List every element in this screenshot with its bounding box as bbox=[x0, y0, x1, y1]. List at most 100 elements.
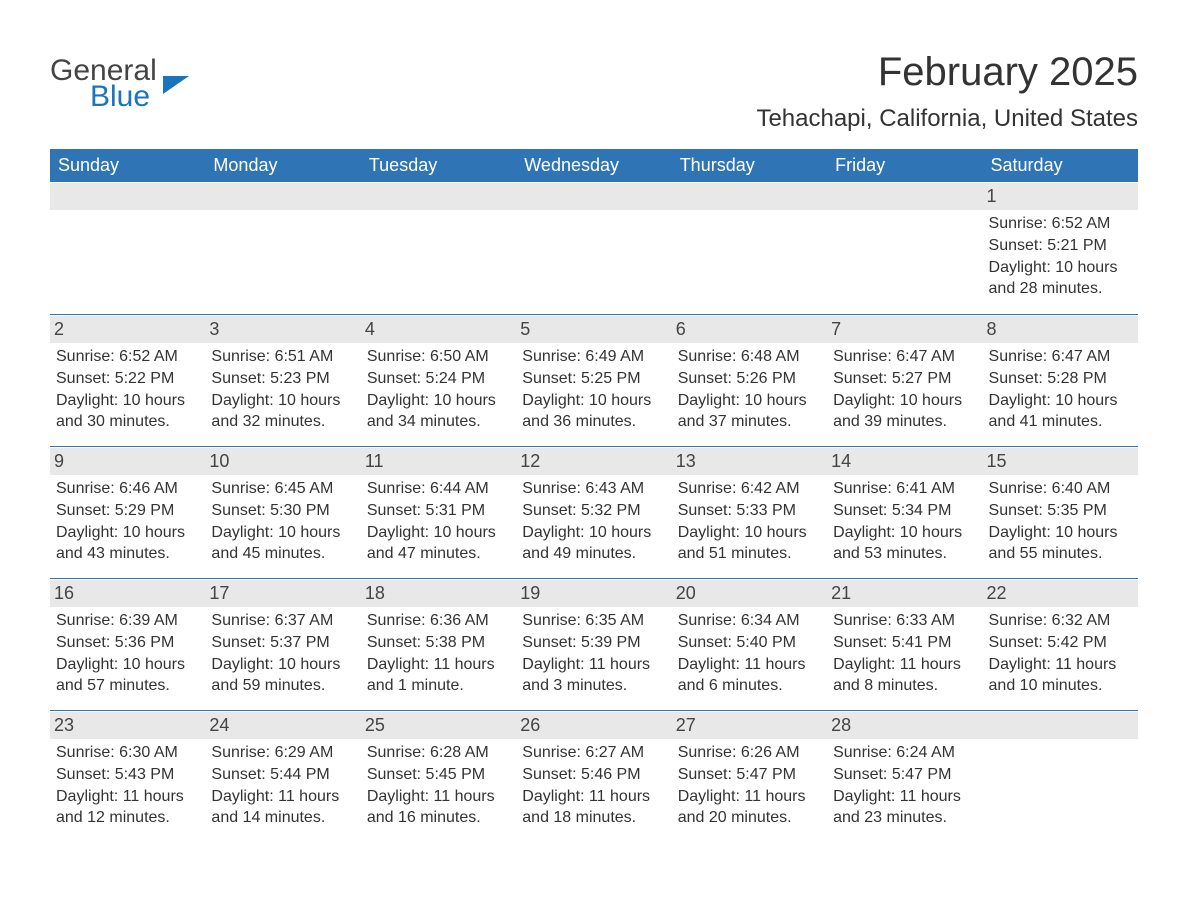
day-info: Sunrise: 6:40 AMSunset: 5:35 PMDaylight:… bbox=[989, 479, 1132, 564]
day-number: 27 bbox=[672, 712, 827, 739]
sunrise-line: Sunrise: 6:41 AM bbox=[833, 479, 976, 500]
sunset-line: Sunset: 5:24 PM bbox=[367, 369, 510, 390]
day-cell: . bbox=[361, 182, 516, 314]
day-info: Sunrise: 6:39 AMSunset: 5:36 PMDaylight:… bbox=[56, 611, 199, 696]
weekday-header: Wednesday bbox=[516, 149, 671, 182]
sunrise-line: Sunrise: 6:29 AM bbox=[211, 743, 354, 764]
day-info: Sunrise: 6:44 AMSunset: 5:31 PMDaylight:… bbox=[367, 479, 510, 564]
day-info: Sunrise: 6:28 AMSunset: 5:45 PMDaylight:… bbox=[367, 743, 510, 828]
day-cell: 25 Sunrise: 6:28 AMSunset: 5:45 PMDayligh… bbox=[361, 711, 516, 842]
day-cell: 27Sunrise: 6:26 AMSunset: 5:47 PMDayligh… bbox=[672, 711, 827, 842]
day-info: Sunrise: 6:37 AMSunset: 5:37 PMDaylight:… bbox=[211, 611, 354, 696]
sunset-line: Sunset: 5:44 PM bbox=[211, 765, 354, 786]
day-number: 13 bbox=[672, 448, 827, 475]
day-info: Sunrise: 6:29 AMSunset: 5:44 PMDaylight:… bbox=[211, 743, 354, 828]
day-number: . bbox=[827, 183, 982, 210]
sunrise-line: Sunrise: 6:33 AM bbox=[833, 611, 976, 632]
sunrise-line: Sunrise: 6:52 AM bbox=[56, 347, 199, 368]
day-cell: . bbox=[50, 182, 205, 314]
weekday-header: Monday bbox=[205, 149, 360, 182]
day-cell: . bbox=[983, 711, 1138, 842]
day-info: Sunrise: 6:42 AMSunset: 5:33 PMDaylight:… bbox=[678, 479, 821, 564]
sunrise-line: Sunrise: 6:47 AM bbox=[833, 347, 976, 368]
daylight-line: Daylight: 11 hours and 8 minutes. bbox=[833, 655, 976, 697]
sunset-line: Sunset: 5:33 PM bbox=[678, 501, 821, 522]
day-number: 3 bbox=[205, 316, 360, 343]
day-number: 5 bbox=[516, 316, 671, 343]
daylight-line: Daylight: 11 hours and 12 minutes. bbox=[56, 787, 199, 829]
sunrise-line: Sunrise: 6:26 AM bbox=[678, 743, 821, 764]
week-row: 2Sunrise: 6:52 AMSunset: 5:22 PMDaylight… bbox=[50, 314, 1138, 446]
day-number: 9 bbox=[50, 448, 205, 475]
sunset-line: Sunset: 5:47 PM bbox=[678, 765, 821, 786]
week-row: 16 Sunrise: 6:39 AMSunset: 5:36 PMDayligh… bbox=[50, 578, 1138, 710]
week-row: 23Sunrise: 6:30 AMSunset: 5:43 PMDayligh… bbox=[50, 710, 1138, 842]
sunset-line: Sunset: 5:41 PM bbox=[833, 633, 976, 654]
day-number: 17 bbox=[205, 580, 360, 607]
day-cell: 1Sunrise: 6:52 AMSunset: 5:21 PMDaylight… bbox=[983, 182, 1138, 314]
daylight-line: Daylight: 10 hours and 51 minutes. bbox=[678, 523, 821, 565]
sunrise-line: Sunrise: 6:45 AM bbox=[211, 479, 354, 500]
daylight-line: Daylight: 10 hours and 37 minutes. bbox=[678, 391, 821, 433]
sunset-line: Sunset: 5:46 PM bbox=[522, 765, 665, 786]
sunset-line: Sunset: 5:39 PM bbox=[522, 633, 665, 654]
day-number: 16 bbox=[50, 580, 205, 607]
sunrise-line: Sunrise: 6:50 AM bbox=[367, 347, 510, 368]
sunrise-line: Sunrise: 6:42 AM bbox=[678, 479, 821, 500]
day-cell: 22Sunrise: 6:32 AMSunset: 5:42 PMDayligh… bbox=[983, 579, 1138, 710]
day-cell: 18Sunrise: 6:36 AMSunset: 5:38 PMDayligh… bbox=[361, 579, 516, 710]
day-cell: . bbox=[672, 182, 827, 314]
day-info: Sunrise: 6:50 AMSunset: 5:24 PMDaylight:… bbox=[367, 347, 510, 432]
sunrise-line: Sunrise: 6:28 AM bbox=[367, 743, 510, 764]
sunrise-line: Sunrise: 6:49 AM bbox=[522, 347, 665, 368]
day-cell: 17 Sunrise: 6:37 AMSunset: 5:37 PMDayligh… bbox=[205, 579, 360, 710]
sunset-line: Sunset: 5:37 PM bbox=[211, 633, 354, 654]
sunset-line: Sunset: 5:43 PM bbox=[56, 765, 199, 786]
sunset-line: Sunset: 5:31 PM bbox=[367, 501, 510, 522]
daylight-line: Daylight: 10 hours and 49 minutes. bbox=[522, 523, 665, 565]
daylight-line: Daylight: 11 hours and 14 minutes. bbox=[211, 787, 354, 829]
day-cell: . bbox=[827, 182, 982, 314]
sunset-line: Sunset: 5:21 PM bbox=[989, 236, 1132, 257]
sunrise-line: Sunrise: 6:39 AM bbox=[56, 611, 199, 632]
day-number: . bbox=[50, 183, 205, 210]
sunrise-line: Sunrise: 6:30 AM bbox=[56, 743, 199, 764]
day-cell: 28Sunrise: 6:24 AMSunset: 5:47 PMDayligh… bbox=[827, 711, 982, 842]
daylight-line: Daylight: 10 hours and 47 minutes. bbox=[367, 523, 510, 565]
day-cell: 23Sunrise: 6:30 AMSunset: 5:43 PMDayligh… bbox=[50, 711, 205, 842]
daylight-line: Daylight: 11 hours and 1 minute. bbox=[367, 655, 510, 697]
sunset-line: Sunset: 5:42 PM bbox=[989, 633, 1132, 654]
day-number: 20 bbox=[672, 580, 827, 607]
sunrise-line: Sunrise: 6:37 AM bbox=[211, 611, 354, 632]
daylight-line: Daylight: 10 hours and 53 minutes. bbox=[833, 523, 976, 565]
day-number: 7 bbox=[827, 316, 982, 343]
day-number: 10 bbox=[205, 448, 360, 475]
day-number: 25 bbox=[361, 712, 516, 739]
day-number: 28 bbox=[827, 712, 982, 739]
daylight-line: Daylight: 10 hours and 36 minutes. bbox=[522, 391, 665, 433]
logo-line2: Blue bbox=[90, 82, 157, 112]
day-number: . bbox=[205, 183, 360, 210]
day-cell: 7Sunrise: 6:47 AMSunset: 5:27 PMDaylight… bbox=[827, 315, 982, 446]
day-cell: 2Sunrise: 6:52 AMSunset: 5:22 PMDaylight… bbox=[50, 315, 205, 446]
daylight-line: Daylight: 11 hours and 18 minutes. bbox=[522, 787, 665, 829]
day-info: Sunrise: 6:32 AMSunset: 5:42 PMDaylight:… bbox=[989, 611, 1132, 696]
sunset-line: Sunset: 5:32 PM bbox=[522, 501, 665, 522]
day-info: Sunrise: 6:52 AMSunset: 5:21 PMDaylight:… bbox=[989, 214, 1132, 299]
daylight-line: Daylight: 10 hours and 57 minutes. bbox=[56, 655, 199, 697]
daylight-line: Daylight: 11 hours and 10 minutes. bbox=[989, 655, 1132, 697]
daylight-line: Daylight: 11 hours and 16 minutes. bbox=[367, 787, 510, 829]
sunrise-line: Sunrise: 6:48 AM bbox=[678, 347, 821, 368]
day-info: Sunrise: 6:30 AMSunset: 5:43 PMDaylight:… bbox=[56, 743, 199, 828]
daylight-line: Daylight: 10 hours and 32 minutes. bbox=[211, 391, 354, 433]
daylight-line: Daylight: 10 hours and 34 minutes. bbox=[367, 391, 510, 433]
day-cell: 9Sunrise: 6:46 AMSunset: 5:29 PMDaylight… bbox=[50, 447, 205, 578]
sunset-line: Sunset: 5:23 PM bbox=[211, 369, 354, 390]
daylight-line: Daylight: 10 hours and 41 minutes. bbox=[989, 391, 1132, 433]
weekday-header: Friday bbox=[827, 149, 982, 182]
sunset-line: Sunset: 5:30 PM bbox=[211, 501, 354, 522]
weeks-container: ......1Sunrise: 6:52 AMSunset: 5:21 PMDa… bbox=[50, 182, 1138, 842]
day-cell: 13 Sunrise: 6:42 AMSunset: 5:33 PMDayligh… bbox=[672, 447, 827, 578]
sunset-line: Sunset: 5:34 PM bbox=[833, 501, 976, 522]
day-number: 2 bbox=[50, 316, 205, 343]
